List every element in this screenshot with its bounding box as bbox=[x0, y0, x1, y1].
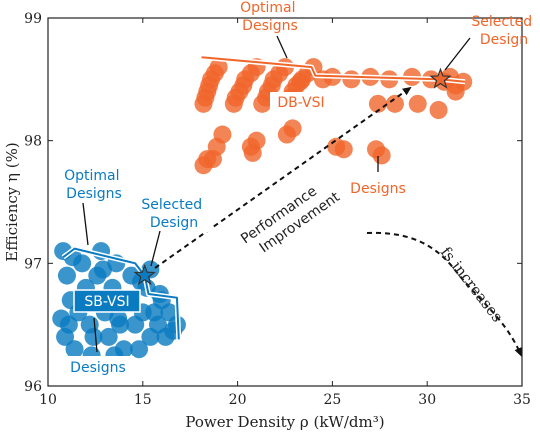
x-tick-label: 10 bbox=[39, 392, 57, 408]
axes-frame bbox=[47, 17, 523, 387]
selected-design-star-db-vsi bbox=[429, 67, 452, 89]
data-point bbox=[99, 327, 118, 346]
selected-design-star-sb-vsi bbox=[133, 263, 156, 286]
db-optimal-line-1: Optimal bbox=[240, 0, 295, 16]
y-tick-label: 97 bbox=[24, 256, 42, 272]
data-point bbox=[368, 94, 387, 113]
sb-vsi-label-box bbox=[73, 289, 141, 313]
fs-increases-arrow bbox=[366, 231, 522, 357]
sb-selected-line-1: Selected bbox=[141, 197, 202, 213]
sb-optimal-designs-bg bbox=[55, 164, 135, 202]
data-point bbox=[198, 150, 217, 169]
data-point bbox=[234, 76, 253, 95]
data-point bbox=[209, 58, 228, 77]
x-tick-label: 25 bbox=[323, 392, 341, 408]
y-axis-title: Efficiency η (%) bbox=[3, 142, 21, 262]
sb-selected-line-2: Design bbox=[150, 215, 198, 231]
performance-arrow bbox=[154, 86, 412, 269]
db-vsi-label: DB-VSI bbox=[277, 95, 324, 111]
x-tick-label: 30 bbox=[418, 392, 436, 408]
data-point bbox=[385, 94, 404, 113]
data-point bbox=[84, 327, 103, 346]
x-tick-label: 15 bbox=[134, 392, 152, 408]
db-selected-line-1: Selected bbox=[471, 14, 532, 30]
optimal-front-db-vsi bbox=[201, 56, 466, 83]
db-optimal-designs-label: Optimal Designs bbox=[240, 0, 300, 34]
sb-designs-label: Designs bbox=[70, 360, 126, 376]
data-point bbox=[200, 76, 219, 95]
data-point bbox=[408, 94, 427, 113]
data-point bbox=[262, 76, 281, 95]
data-point bbox=[93, 260, 112, 279]
data-point bbox=[446, 82, 465, 101]
sb-selected-design-label: Selected Design bbox=[141, 197, 206, 231]
data-point bbox=[57, 266, 76, 285]
sb-vsi-label: SB-VSI bbox=[84, 294, 129, 310]
sb-optimal-pointer bbox=[82, 202, 89, 246]
db-optimal-pointer bbox=[276, 35, 288, 59]
sb-optimal-line-2: Designs bbox=[66, 186, 122, 202]
sb-optimal-line-1: Optimal bbox=[64, 168, 119, 184]
selected-designs-layer bbox=[133, 67, 452, 286]
series-layer bbox=[52, 58, 473, 365]
db-vsi-label-bg bbox=[270, 92, 332, 112]
x-tick-label: 20 bbox=[229, 392, 247, 408]
data-point bbox=[241, 137, 260, 156]
db-designs-label: Designs bbox=[350, 181, 406, 197]
data-point bbox=[65, 340, 84, 359]
data-point bbox=[213, 125, 232, 144]
sb-optimal-designs-label: Optimal Designs bbox=[64, 168, 124, 202]
data-point bbox=[283, 119, 302, 138]
sb-designs-pointer bbox=[93, 317, 98, 353]
data-point bbox=[130, 340, 149, 359]
data-point bbox=[56, 327, 75, 346]
db-optimal-line-2: Designs bbox=[242, 18, 298, 34]
y-tick-label: 96 bbox=[24, 379, 42, 395]
sb-selected-design-bg bbox=[140, 194, 212, 232]
series-sb-vsi bbox=[52, 242, 186, 365]
db-selected-pointer bbox=[444, 37, 471, 71]
data-point bbox=[429, 101, 448, 119]
data-point bbox=[52, 309, 71, 328]
data-point bbox=[327, 137, 346, 156]
db-selected-design-label: Selected Design bbox=[471, 14, 536, 48]
y-tick-label: 99 bbox=[24, 11, 42, 27]
data-point bbox=[291, 72, 310, 91]
ticks-layer: 10 15 20 25 30 35 96 97 98 99 bbox=[24, 11, 531, 408]
data-point bbox=[109, 309, 128, 328]
x-axis-title: Power Density ρ (kW/dm³) bbox=[185, 413, 384, 431]
x-tick-label: 35 bbox=[513, 392, 531, 408]
db-selected-line-2: Design bbox=[480, 32, 528, 48]
sb-selected-pointer bbox=[150, 230, 161, 267]
data-point bbox=[372, 146, 391, 165]
y-tick-label: 98 bbox=[24, 134, 42, 150]
sb-designs-bg bbox=[62, 356, 134, 376]
